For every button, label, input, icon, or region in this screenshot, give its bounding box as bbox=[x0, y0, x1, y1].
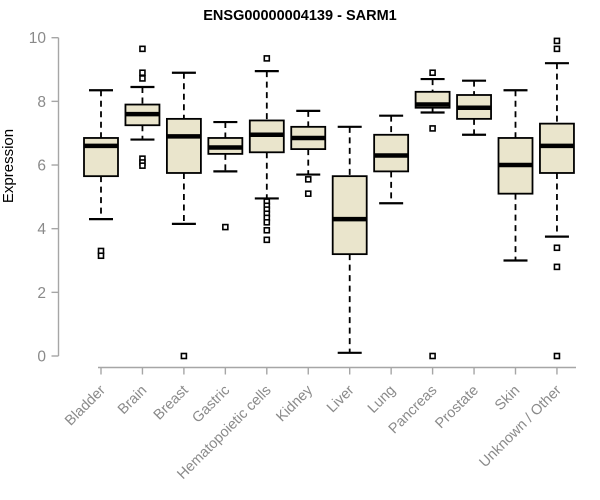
outlier-point bbox=[429, 69, 436, 77]
boxplot-lung bbox=[373, 114, 410, 205]
y-axis-label: Expression bbox=[0, 129, 17, 203]
x-tick-label-brain: Brain bbox=[115, 383, 150, 418]
boxplot-pancreas bbox=[414, 69, 451, 360]
outlier-point bbox=[304, 176, 312, 183]
outlier-point bbox=[222, 223, 229, 231]
boxplot-liver bbox=[331, 125, 368, 354]
y-tick-label: 4 bbox=[37, 221, 46, 238]
boxplot-kidney bbox=[290, 109, 327, 197]
outlier-point bbox=[263, 226, 271, 234]
outlier-point bbox=[304, 190, 312, 197]
outlier-point bbox=[553, 263, 561, 271]
boxplot-prostate bbox=[456, 79, 492, 136]
outlier-point bbox=[263, 236, 271, 244]
boxplot-unknown-other bbox=[539, 37, 575, 360]
outlier-point bbox=[139, 69, 146, 77]
boxplot-gastric bbox=[207, 120, 244, 231]
x-tick-label-skin: Skin bbox=[492, 383, 523, 414]
outlier-point bbox=[139, 45, 146, 53]
outlier-point bbox=[553, 37, 561, 45]
x-tick-label-breast: Breast bbox=[151, 383, 192, 424]
boxplot-skin bbox=[497, 89, 534, 262]
outlier-point bbox=[553, 244, 561, 252]
x-tick-label-lung: Lung bbox=[365, 383, 399, 417]
boxplot-breast bbox=[165, 71, 202, 360]
iqr-box bbox=[373, 133, 410, 173]
outlier-point bbox=[553, 352, 561, 360]
y-tick-label: 8 bbox=[37, 94, 46, 111]
x-tick-label-bladder: Bladder bbox=[62, 382, 109, 429]
y-tick-label: 2 bbox=[37, 285, 46, 302]
y-tick-label: 10 bbox=[29, 30, 47, 47]
iqr-box bbox=[539, 122, 575, 174]
x-tick-label-prostate: Prostate bbox=[432, 383, 481, 432]
x-tick-label-liver: Liver bbox=[324, 382, 358, 416]
y-tick-label: 6 bbox=[37, 158, 46, 175]
outlier-point bbox=[97, 252, 105, 260]
outlier-point bbox=[429, 125, 436, 132]
box-groups bbox=[83, 37, 575, 360]
boxplot-bladder bbox=[83, 89, 119, 260]
outlier-point bbox=[139, 162, 146, 169]
outlier-point bbox=[180, 352, 188, 360]
outlier-point bbox=[263, 219, 271, 226]
iqr-box bbox=[331, 175, 368, 256]
y-tick-label: 0 bbox=[37, 349, 46, 366]
chart-title: ENSG00000004139 - SARM1 bbox=[203, 8, 396, 24]
outlier-point bbox=[429, 352, 436, 360]
outlier-point bbox=[139, 75, 146, 82]
outlier-point bbox=[263, 55, 271, 62]
boxplot-brain bbox=[124, 45, 161, 169]
x-tick-label-kidney: Kidney bbox=[273, 382, 316, 425]
iqr-box bbox=[165, 117, 202, 174]
outlier-point bbox=[553, 45, 561, 53]
boxplot-hematopoietic-cells bbox=[248, 55, 285, 244]
